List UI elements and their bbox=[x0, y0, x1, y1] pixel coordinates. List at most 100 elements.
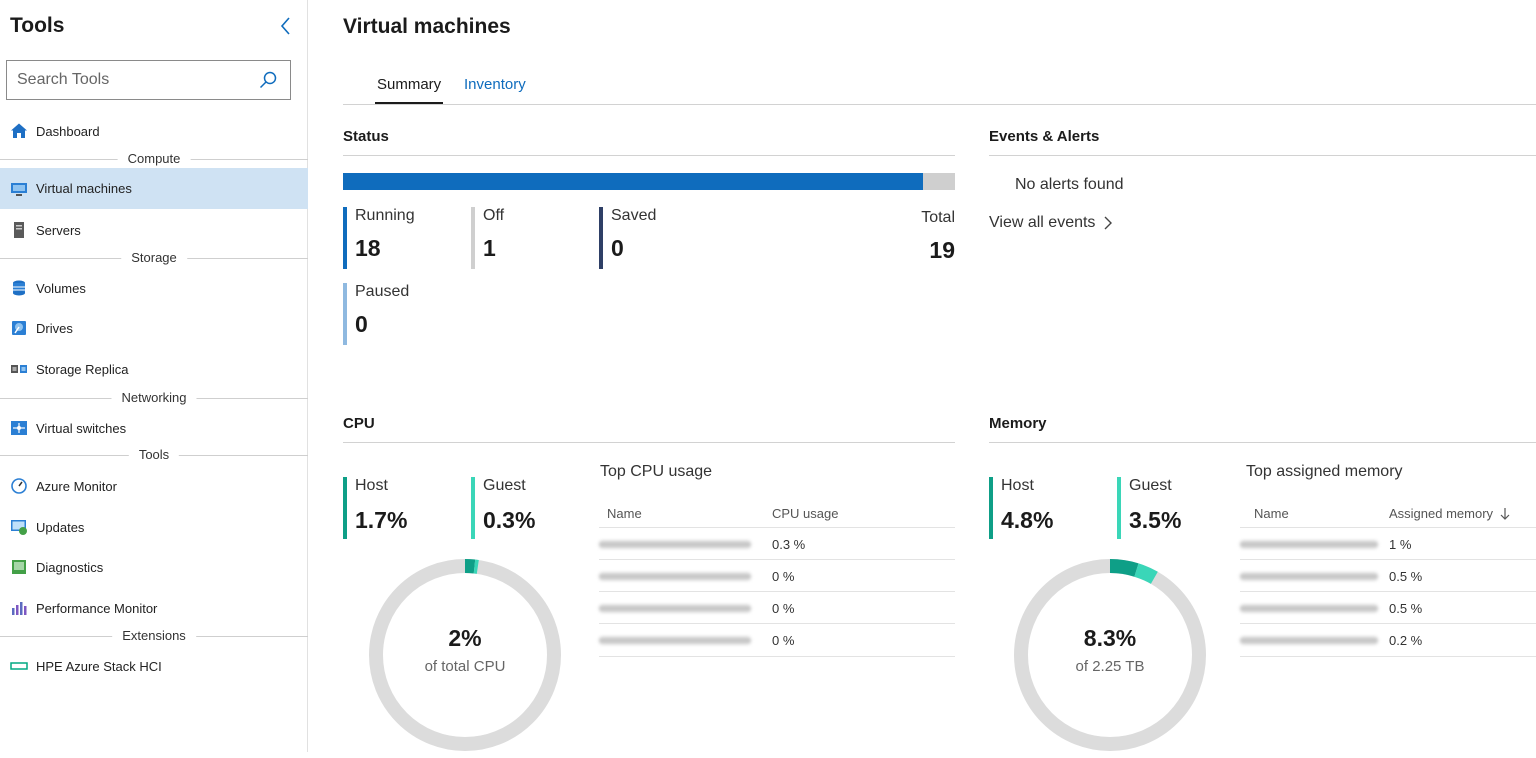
top-memory-table: Name Assigned memory 1 % 0.5 % 0.5 % 0.2… bbox=[1240, 506, 1536, 666]
paused-indicator bbox=[343, 283, 347, 345]
performance-chart-icon bbox=[10, 599, 28, 617]
memory-host-metric: Host 4.8% bbox=[989, 477, 1053, 539]
sidebar-item-volumes[interactable]: Volumes bbox=[0, 268, 308, 308]
tools-sidebar: Tools Dashboard Compute Virtual machines… bbox=[0, 0, 308, 752]
search-input[interactable] bbox=[15, 70, 258, 90]
table-row[interactable]: 0.3 % bbox=[599, 527, 955, 560]
donut-value: 8.3% bbox=[1083, 625, 1137, 651]
stat-value: 19 bbox=[929, 237, 955, 263]
column-header-assigned-memory[interactable]: Assigned memory bbox=[1389, 506, 1511, 521]
section-label: Tools bbox=[128, 447, 180, 463]
cpu-usage-cell: 0.3 % bbox=[772, 537, 806, 552]
memory-guest-metric: Guest 3.5% bbox=[1117, 477, 1181, 539]
virtual-switch-icon bbox=[10, 419, 28, 437]
stat-value: 0 bbox=[611, 235, 624, 261]
section-label: Extensions bbox=[112, 628, 196, 644]
table-row[interactable]: 1 % bbox=[1240, 527, 1536, 560]
sidebar-item-dashboard[interactable]: Dashboard bbox=[0, 111, 308, 151]
section-label: Storage bbox=[121, 250, 187, 266]
storage-replica-icon bbox=[10, 360, 28, 378]
sidebar-item-virtual-machines[interactable]: Virtual machines bbox=[0, 168, 308, 209]
guest-indicator bbox=[471, 477, 475, 539]
donut-value: 2% bbox=[448, 625, 482, 651]
memory-donut-chart bbox=[1014, 559, 1206, 751]
redacted-name bbox=[1240, 572, 1378, 581]
top-memory-title: Top assigned memory bbox=[1246, 463, 1403, 480]
sidebar-item-diagnostics[interactable]: Diagnostics bbox=[0, 547, 308, 587]
sidebar-item-updates[interactable]: Updates bbox=[0, 507, 308, 547]
stat-saved: Saved 0 bbox=[599, 207, 656, 269]
section-extensions: Extensions bbox=[0, 628, 308, 644]
stat-label: Saved bbox=[611, 207, 657, 224]
search-icon[interactable] bbox=[258, 70, 278, 90]
sidebar-item-storage-replica[interactable]: Storage Replica bbox=[0, 349, 308, 389]
cpu-guest-metric: Guest 0.3% bbox=[471, 477, 535, 539]
sidebar-item-label: Performance Monitor bbox=[36, 600, 158, 616]
chevron-left-icon bbox=[280, 17, 290, 35]
cpu-divider bbox=[343, 442, 955, 443]
memory-divider bbox=[989, 442, 1536, 443]
no-alerts-text: No alerts found bbox=[1015, 176, 1124, 193]
sidebar-item-label: Storage Replica bbox=[36, 361, 129, 377]
sidebar-item-servers[interactable]: Servers bbox=[0, 210, 308, 250]
tab-inventory[interactable]: Inventory bbox=[464, 76, 526, 93]
cpu-title: CPU bbox=[343, 415, 375, 432]
table-row[interactable]: 0 % bbox=[599, 591, 955, 624]
drive-icon bbox=[10, 319, 28, 337]
view-all-events-link[interactable]: View all events bbox=[989, 214, 1115, 232]
stat-value: 18 bbox=[355, 235, 381, 261]
cpu-host-metric: Host 1.7% bbox=[343, 477, 407, 539]
home-icon bbox=[10, 122, 28, 140]
stat-running: Running 18 bbox=[343, 207, 415, 269]
metric-label: Host bbox=[1001, 477, 1034, 494]
metric-value: 0.3% bbox=[483, 507, 536, 533]
cpu-donut-chart bbox=[369, 559, 561, 751]
collapse-sidebar-button[interactable] bbox=[277, 14, 295, 38]
redacted-name bbox=[1240, 604, 1378, 613]
chevron-right-icon bbox=[1104, 216, 1113, 230]
sidebar-item-label: Drives bbox=[36, 320, 73, 336]
table-row[interactable]: 0.5 % bbox=[1240, 559, 1536, 592]
guest-indicator bbox=[1117, 477, 1121, 539]
assigned-memory-cell: 0.5 % bbox=[1389, 569, 1423, 584]
stat-label: Total bbox=[921, 209, 955, 226]
hpe-logo-icon bbox=[10, 657, 28, 675]
section-compute: Compute bbox=[0, 151, 308, 167]
cpu-usage-cell: 0 % bbox=[772, 633, 795, 648]
table-row[interactable]: 0 % bbox=[599, 623, 955, 657]
status-title: Status bbox=[343, 128, 389, 145]
server-icon bbox=[10, 221, 28, 239]
stat-total: Total 19 bbox=[880, 209, 955, 264]
stat-paused: Paused 0 bbox=[343, 283, 409, 345]
table-row[interactable]: 0.2 % bbox=[1240, 623, 1536, 657]
sidebar-item-label: Servers bbox=[36, 222, 81, 238]
section-storage: Storage bbox=[0, 250, 308, 266]
sidebar-item-label: Azure Monitor bbox=[36, 478, 117, 494]
metric-value: 3.5% bbox=[1129, 507, 1182, 533]
page-title: Virtual machines bbox=[343, 15, 511, 38]
tab-summary[interactable]: Summary bbox=[374, 76, 444, 104]
stat-label: Running bbox=[355, 207, 415, 224]
search-box bbox=[6, 60, 291, 100]
sidebar-item-performance-monitor[interactable]: Performance Monitor bbox=[0, 588, 308, 628]
column-header-label: Assigned memory bbox=[1389, 506, 1494, 521]
table-row[interactable]: 0.5 % bbox=[1240, 591, 1536, 624]
updates-icon bbox=[10, 518, 28, 536]
events-divider bbox=[989, 155, 1536, 156]
metric-label: Host bbox=[355, 477, 388, 494]
assigned-memory-cell: 0.5 % bbox=[1389, 601, 1423, 616]
sidebar-item-drives[interactable]: Drives bbox=[0, 308, 308, 348]
sort-descending-icon bbox=[1500, 507, 1510, 520]
stat-value: 0 bbox=[355, 311, 368, 337]
column-header-name[interactable]: Name bbox=[1254, 506, 1289, 521]
virtual-machine-icon bbox=[10, 180, 28, 198]
sidebar-item-hpe-azure-stack-hci[interactable]: HPE Azure Stack HCI bbox=[0, 646, 308, 686]
events-title: Events & Alerts bbox=[989, 128, 1100, 145]
sidebar-item-azure-monitor[interactable]: Azure Monitor bbox=[0, 466, 308, 506]
table-row[interactable]: 0 % bbox=[599, 559, 955, 592]
donut-host-arc bbox=[369, 559, 561, 751]
column-header-cpu-usage[interactable]: CPU usage bbox=[772, 506, 839, 521]
sidebar-item-virtual-switches[interactable]: Virtual switches bbox=[0, 408, 308, 448]
column-header-name[interactable]: Name bbox=[607, 506, 642, 521]
top-cpu-title: Top CPU usage bbox=[600, 463, 713, 480]
